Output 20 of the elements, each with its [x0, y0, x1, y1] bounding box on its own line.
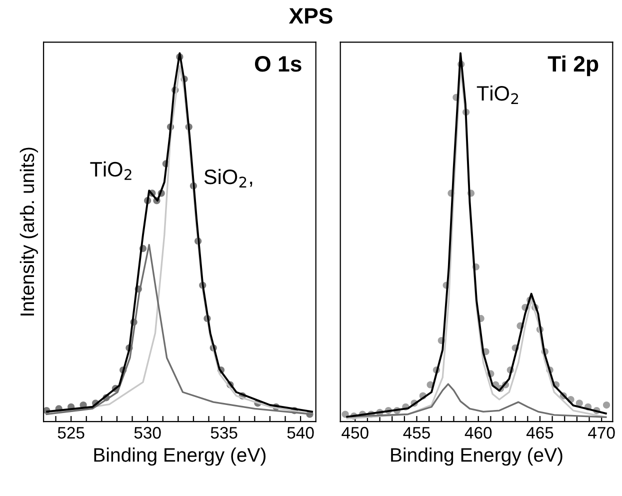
x-tick-label: 470: [588, 426, 615, 439]
x-tick-label: 530: [134, 426, 161, 439]
point: [576, 400, 583, 407]
x-tick-label: 465: [526, 426, 554, 439]
annotation: O 1s: [254, 56, 302, 72]
point: [602, 401, 610, 409]
x-axis-title: Binding Energy (eV): [94, 448, 266, 466]
x-tick-label: 535: [210, 426, 238, 439]
annotation: SiO$_{2}$,: [204, 168, 252, 188]
x-tick-label: 525: [58, 426, 84, 439]
annotation: Ti 2p: [548, 55, 598, 76]
y-axis-title: Intensity (arb. units): [20, 148, 38, 316]
annotation: TiO$_{2}$: [476, 85, 518, 104]
x-tick-label: 460: [464, 426, 492, 439]
annotation: TiO$_{2}$: [90, 161, 132, 180]
x-tick-label: 540: [287, 426, 314, 439]
x-tick-label: 450: [342, 426, 368, 439]
x-axis-title: Binding Energy (eV): [391, 448, 562, 466]
chart-title: XPS: [288, 8, 332, 24]
x-tick-label: 455: [403, 427, 430, 439]
